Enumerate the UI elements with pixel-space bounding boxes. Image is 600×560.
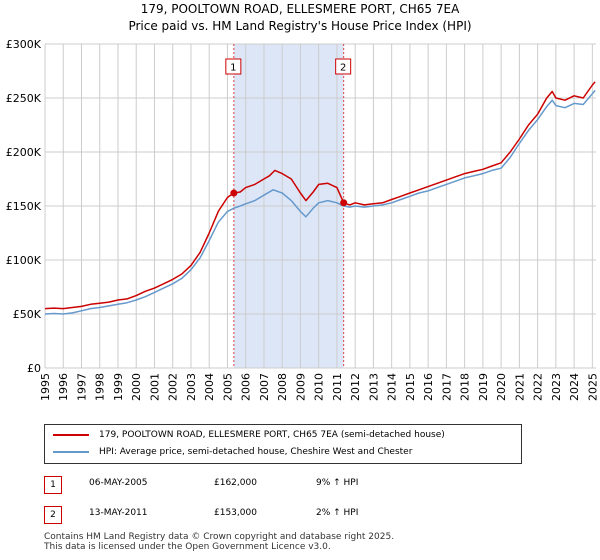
sale-label-text: 2: [340, 63, 346, 74]
x-tick-label: 2022: [532, 373, 545, 401]
sale-label-text: 1: [230, 63, 236, 74]
sale-label-box: [335, 58, 352, 75]
sale-hpi-delta: 2% ↑ HPI: [316, 508, 359, 518]
x-tick-label: 2014: [386, 373, 399, 401]
x-tick-label: 2024: [568, 373, 581, 401]
sale-hpi-delta: 9% ↑ HPI: [316, 478, 359, 488]
x-tick-label: 2021: [513, 373, 526, 401]
x-tick-label: 2006: [240, 373, 253, 401]
chart-title-line2: Price paid vs. HM Land Registry's House …: [128, 19, 472, 33]
y-tick-label: £300K: [6, 38, 42, 51]
x-tick-label: 2004: [203, 373, 216, 401]
x-tick-label: 1998: [94, 373, 107, 401]
property-line-swatch: [53, 434, 89, 436]
x-tick-label: 2008: [276, 373, 289, 401]
sale-date: 06-MAY-2005: [89, 478, 148, 488]
y-tick-label: £150K: [6, 200, 42, 213]
x-tick-label: 2018: [459, 373, 472, 401]
y-tick-label: £50K: [13, 308, 42, 321]
y-tick-label: £200K: [6, 146, 42, 159]
x-tick-label: 2007: [258, 373, 271, 401]
sale-price: £162,000: [214, 478, 257, 488]
x-tick-label: 2016: [422, 373, 435, 401]
legend: 179, POOLTOWN ROAD, ELLESMERE PORT, CH65…: [44, 424, 522, 464]
x-tick-label: 2003: [185, 373, 198, 401]
footer-line-1: Contains HM Land Registry data © Crown c…: [44, 532, 395, 542]
x-tick-label: 2023: [550, 373, 563, 401]
x-tick-label: 2009: [294, 373, 307, 401]
x-tick-label: 2020: [495, 373, 508, 401]
chart-title-line1: 179, POOLTOWN ROAD, ELLESMERE PORT, CH65…: [140, 2, 460, 16]
x-tick-label: 2015: [404, 373, 417, 401]
sale-price: £153,000: [214, 508, 257, 518]
legend-label-hpi: HPI: Average price, semi-detached house,…: [99, 447, 413, 457]
hpi-line: [44, 89, 596, 315]
x-tick-label: 2011: [331, 373, 344, 401]
x-tick-label: 2000: [130, 373, 143, 401]
x-tick-label: 2005: [221, 373, 234, 401]
y-tick-label: £100K: [6, 254, 42, 267]
sale-date: 13-MAY-2011: [89, 508, 148, 518]
x-tick-label: 2013: [367, 373, 380, 401]
x-tick-label: 2002: [167, 373, 180, 401]
x-tick-label: 2025: [586, 373, 599, 401]
x-tick-label: 1997: [75, 373, 88, 401]
x-tick-label: 1999: [112, 373, 125, 401]
series-layer: [44, 81, 596, 315]
sale-number-badge: 2: [44, 506, 62, 524]
y-tick-label: £0: [27, 362, 41, 375]
x-tick-label: 2017: [440, 373, 453, 401]
x-tick-label: 2001: [148, 373, 161, 401]
x-tick-label: 2010: [313, 373, 326, 401]
property-price-line: [44, 81, 596, 310]
x-tick-label: 2012: [349, 373, 362, 401]
hpi-line-swatch: [53, 451, 89, 453]
y-tick-label: £250K: [6, 92, 42, 105]
x-tick-label: 2019: [477, 373, 490, 401]
legend-item-property: 179, POOLTOWN ROAD, ELLESMERE PORT, CH65…: [53, 428, 445, 442]
grid-layer: [44, 43, 596, 369]
sale-marker: [340, 199, 348, 207]
sale-label-box: [225, 58, 242, 75]
x-tick-label: 1996: [57, 373, 70, 401]
legend-item-hpi: HPI: Average price, semi-detached house,…: [53, 445, 412, 459]
legend-label-property: 179, POOLTOWN ROAD, ELLESMERE PORT, CH65…: [99, 430, 445, 440]
sale-marker: [230, 189, 238, 197]
footer-line-2: This data is licensed under the Open Gov…: [44, 542, 331, 552]
x-tick-label: 1995: [39, 373, 52, 401]
sale-number-badge: 1: [44, 476, 62, 494]
footer-attribution: Contains HM Land Registry data © Crown c…: [44, 532, 394, 552]
